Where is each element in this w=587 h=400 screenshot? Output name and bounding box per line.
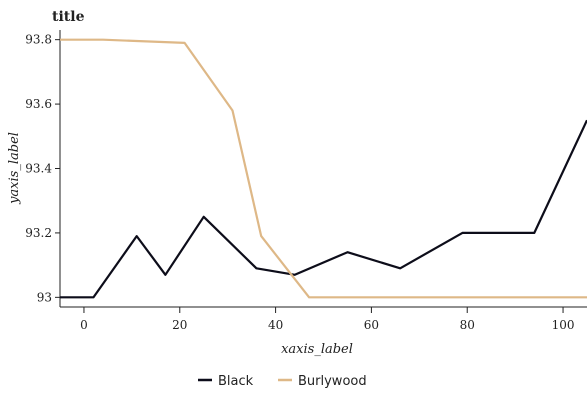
y-axis-title: yaxis_label [7, 132, 22, 205]
x-tick-label: 20 [172, 318, 187, 332]
legend: Black Burlywood [198, 374, 367, 389]
legend-label-black: Black [218, 374, 254, 389]
series-lines [60, 38, 587, 299]
chart-title: title [52, 9, 85, 25]
x-tick-label: 100 [552, 318, 575, 332]
y-tick-label: 93.6 [25, 97, 52, 111]
series-line-burlywood [60, 38, 587, 299]
y-tick-label: 93.4 [25, 162, 52, 176]
x-tick-label: 0 [80, 318, 88, 332]
series-line-black [60, 119, 587, 299]
x-tick-label: 60 [364, 318, 379, 332]
x-tick-label: 40 [268, 318, 283, 332]
y-tick-label: 93.2 [25, 226, 52, 240]
y-tick-label: 93.8 [25, 33, 52, 47]
x-tick-label: 80 [460, 318, 475, 332]
legend-label-burlywood: Burlywood [298, 374, 367, 389]
y-axis-ticks: 93 93.2 93.4 93.6 93.8 [25, 33, 60, 304]
x-axis-title: xaxis_label [281, 342, 353, 357]
y-tick-label: 93 [37, 290, 52, 304]
x-axis-ticks: 0 20 40 60 80 100 [80, 307, 574, 332]
